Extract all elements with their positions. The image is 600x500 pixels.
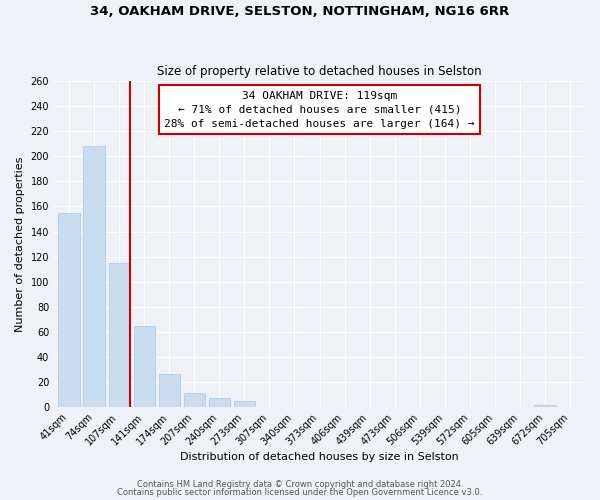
Bar (134, 326, 155, 407)
Bar (83, 146, 105, 407)
Bar (209, 398, 230, 407)
Text: Contains HM Land Registry data © Crown copyright and database right 2024.: Contains HM Land Registry data © Crown c… (137, 480, 463, 489)
Bar (534, 404, 556, 407)
Bar (158, 374, 180, 407)
Y-axis label: Number of detached properties: Number of detached properties (15, 156, 25, 332)
Text: 34 OAKHAM DRIVE: 119sqm
← 71% of detached houses are smaller (415)
28% of semi-d: 34 OAKHAM DRIVE: 119sqm ← 71% of detache… (164, 91, 475, 129)
Bar (109, 263, 130, 407)
Bar (234, 401, 255, 407)
Title: Size of property relative to detached houses in Selston: Size of property relative to detached ho… (157, 66, 482, 78)
Text: 34, OAKHAM DRIVE, SELSTON, NOTTINGHAM, NG16 6RR: 34, OAKHAM DRIVE, SELSTON, NOTTINGHAM, N… (91, 5, 509, 18)
X-axis label: Distribution of detached houses by size in Selston: Distribution of detached houses by size … (180, 452, 459, 462)
Bar (184, 394, 205, 407)
Text: Contains public sector information licensed under the Open Government Licence v3: Contains public sector information licen… (118, 488, 482, 497)
Bar (58, 212, 80, 407)
